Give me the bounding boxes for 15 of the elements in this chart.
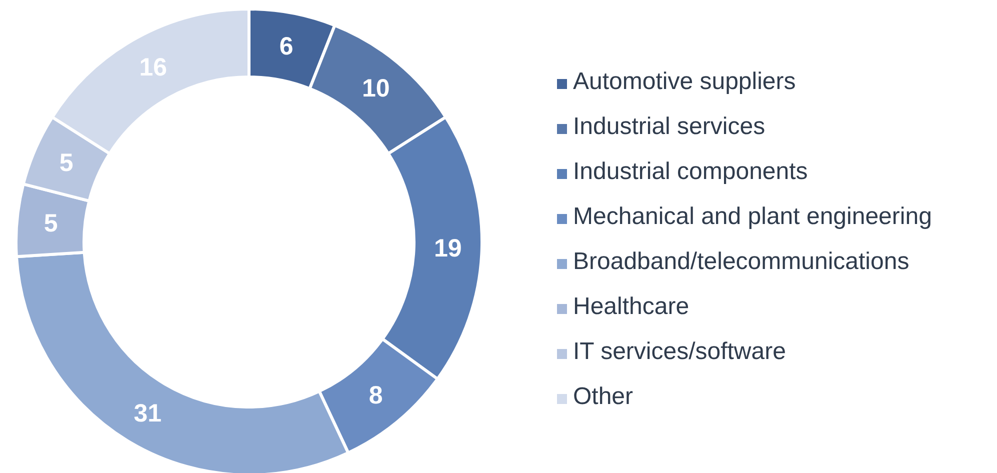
legend-label: Broadband/telecommunications xyxy=(573,248,910,274)
legend-label: Other xyxy=(573,382,634,410)
data-label: 8 xyxy=(368,381,383,410)
legend-label: Industrial services xyxy=(573,112,766,140)
data-label: 5 xyxy=(44,209,58,238)
data-label: 5 xyxy=(59,148,74,177)
legend-label: IT services/software xyxy=(573,338,786,364)
data-label: 19 xyxy=(434,234,462,262)
data-label: 31 xyxy=(134,399,162,428)
legend-label: Mechanical and plant engineering xyxy=(573,202,932,230)
legend-label: Healthcare xyxy=(573,292,690,320)
data-label: 6 xyxy=(279,32,294,61)
data-label: 10 xyxy=(362,74,390,103)
legend-label: Industrial components xyxy=(573,158,808,184)
legend-label: Automotive suppliers xyxy=(573,68,796,94)
